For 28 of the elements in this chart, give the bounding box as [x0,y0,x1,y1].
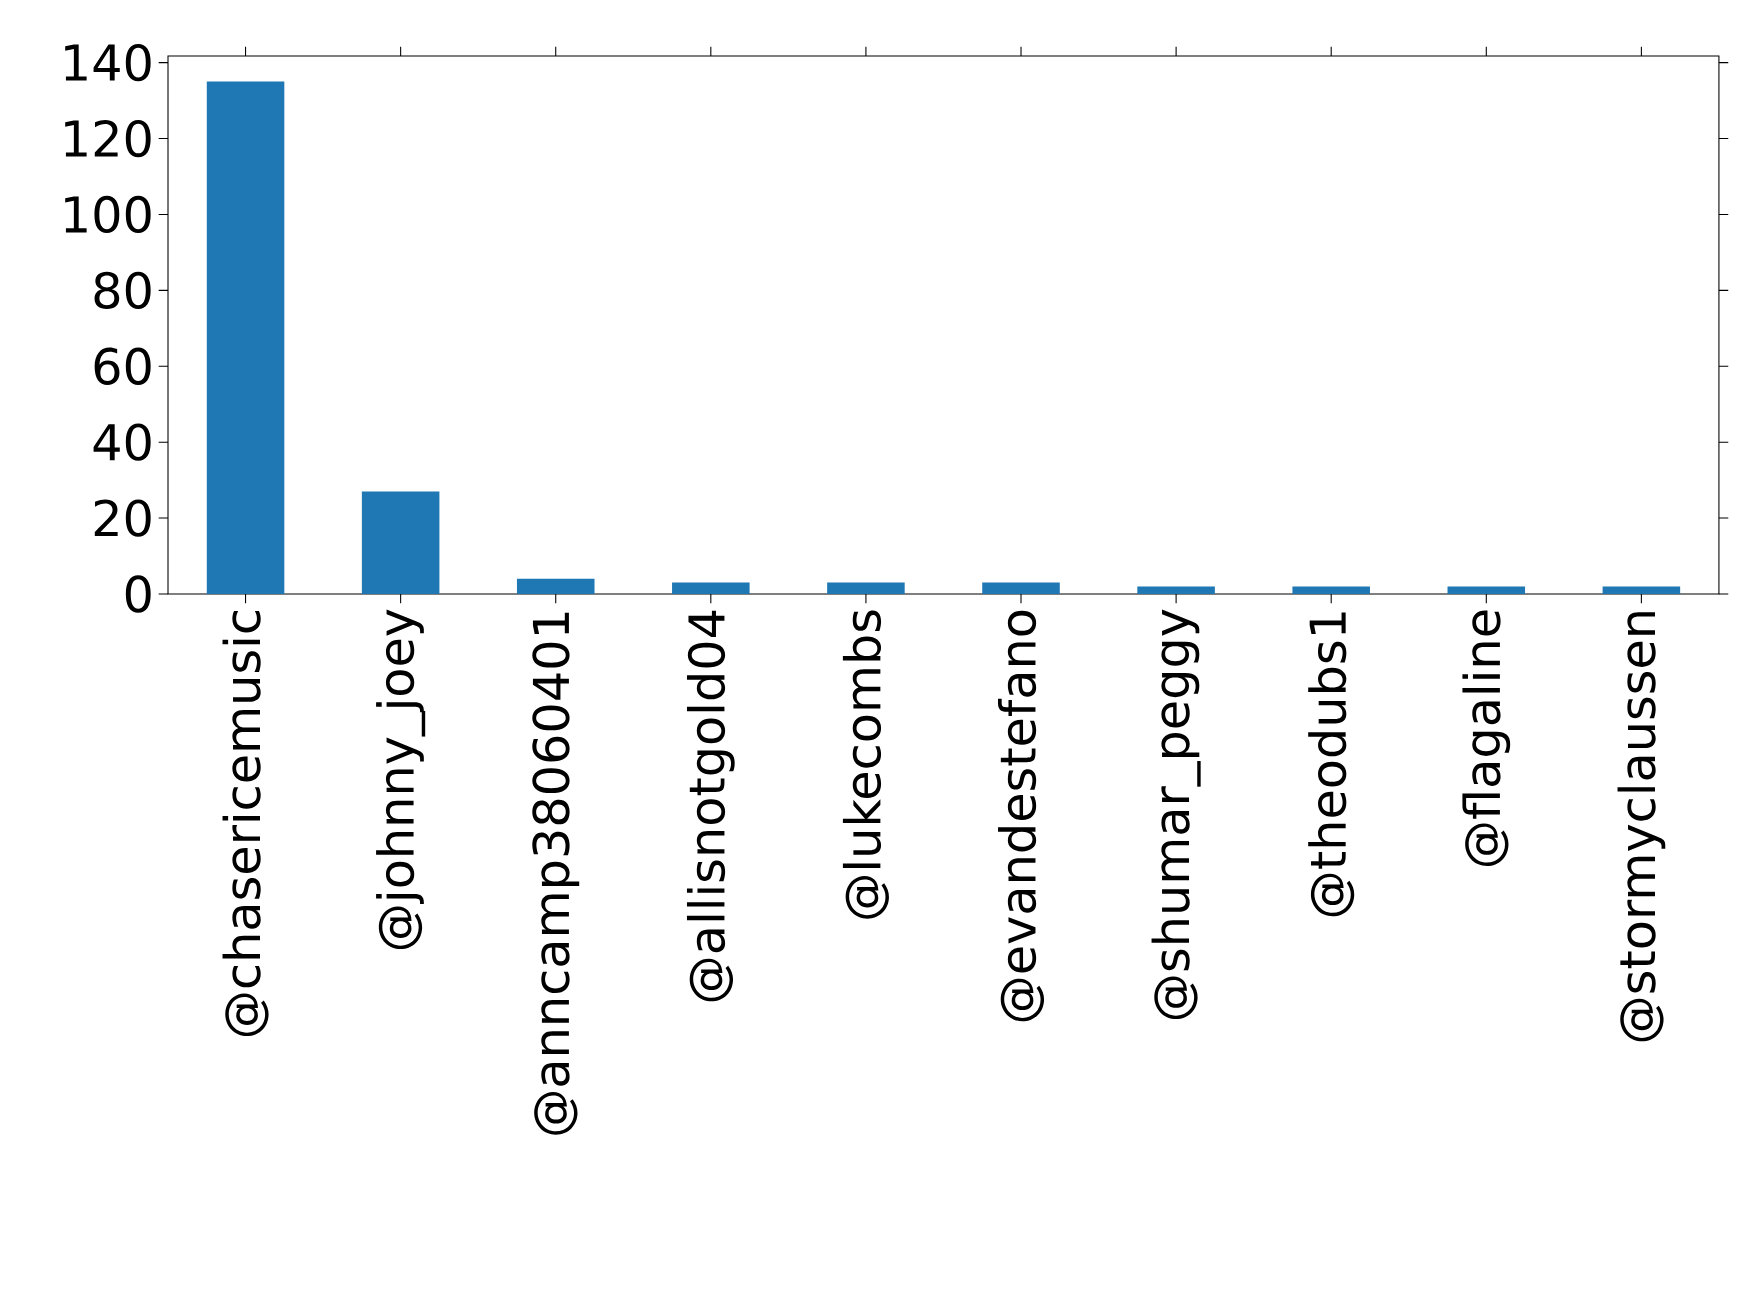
x-tick-label: @allisnotgold04 [686,610,735,1002]
y-tick-label: 40 [93,423,151,461]
y-tick-label: 0 [125,575,151,613]
x-tick-label: @anncamp38060401 [532,612,580,1135]
x-tick-label: @shumar_peggy [1151,609,1201,1020]
y-tick-label: 80 [94,271,151,310]
x-tick-label: @stormyclaussen [1617,612,1666,1042]
bar [1447,586,1526,594]
y-tick-label: 120 [65,119,151,158]
bar [206,81,285,594]
bar [827,582,905,594]
y-tick-label: 100 [65,195,151,234]
x-tick-label: @evandestefano [997,610,1045,1022]
x-tick-label: @theodubs1 [1308,612,1355,917]
y-tick-label: 60 [94,347,151,385]
y-tick-label: 20 [94,499,151,537]
bar [516,578,595,594]
bar [672,582,750,594]
x-tick-label: @johnny_joey [376,609,426,950]
bar [1602,586,1681,594]
bar [982,582,1060,594]
bar [1292,586,1370,594]
x-tick-label: @chasericemusic [222,611,269,1037]
bar [1137,586,1215,594]
x-tick-label: @lukecombs [842,610,889,919]
x-tick-label: @flagaline [1462,610,1511,866]
y-tick-label: 140 [65,43,151,82]
bar [361,491,440,594]
